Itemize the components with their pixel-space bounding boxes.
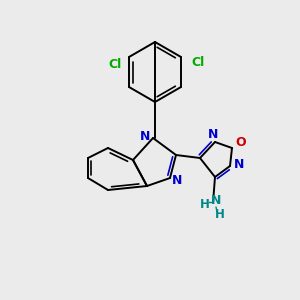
Text: Cl: Cl <box>191 56 205 68</box>
Text: N: N <box>211 194 221 206</box>
Text: N: N <box>208 128 218 142</box>
Text: N: N <box>140 130 150 143</box>
Text: Cl: Cl <box>108 58 122 71</box>
Text: O: O <box>236 136 246 149</box>
Text: N: N <box>172 173 182 187</box>
Text: N: N <box>234 158 244 172</box>
Text: H: H <box>200 197 210 211</box>
Text: H: H <box>215 208 225 221</box>
